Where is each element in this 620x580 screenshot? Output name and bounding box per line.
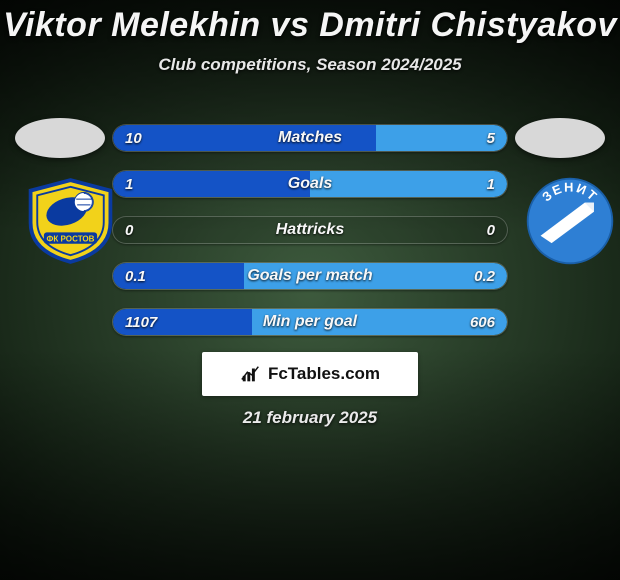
stat-label: Matches — [113, 125, 507, 151]
brand-box: FcTables.com — [202, 352, 418, 396]
club-badge-left: ФК РОСТОВ — [20, 176, 120, 266]
page-title: Viktor Melekhin vs Dmitri Chistyakov — [0, 6, 620, 45]
comparison-card: Viktor Melekhin vs Dmitri Chistyakov Clu… — [0, 0, 620, 580]
stat-label: Goals — [113, 171, 507, 197]
club-badge-right: ЗЕНИТ — [520, 176, 620, 266]
subtitle: Club competitions, Season 2024/2025 — [0, 55, 620, 75]
stat-row: 11Goals — [112, 170, 508, 198]
stat-label: Goals per match — [113, 263, 507, 289]
zenit-badge-icon: ЗЕНИТ — [524, 175, 616, 267]
player-left-photo — [15, 118, 105, 158]
date-label: 21 february 2025 — [0, 408, 620, 428]
stat-row: 0.10.2Goals per match — [112, 262, 508, 290]
player-right-photo — [515, 118, 605, 158]
brand-text: FcTables.com — [268, 364, 380, 384]
stat-label: Min per goal — [113, 309, 507, 335]
stat-row: 105Matches — [112, 124, 508, 152]
svg-text:ФК РОСТОВ: ФК РОСТОВ — [46, 234, 94, 243]
rostov-shield-icon: ФК РОСТОВ — [23, 177, 118, 265]
stats-list: 105Matches 11Goals 00Hattricks 0.10.2Goals … — [112, 124, 508, 336]
bar-chart-icon — [240, 363, 262, 385]
stat-label: Hattricks — [113, 217, 507, 243]
stat-row: 1107606Min per goal — [112, 308, 508, 336]
stat-row: 00Hattricks — [112, 216, 508, 244]
